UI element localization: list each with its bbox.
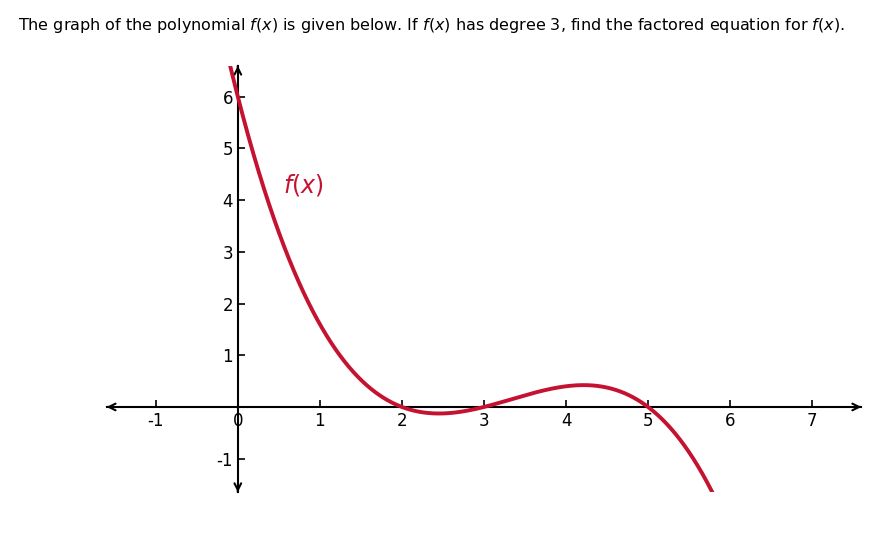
Text: The graph of the polynomial $f(x)$ is given below. If $f(x)$ has degree 3, find : The graph of the polynomial $f(x)$ is gi… [18, 16, 844, 36]
Text: $f(x)$: $f(x)$ [283, 172, 323, 198]
